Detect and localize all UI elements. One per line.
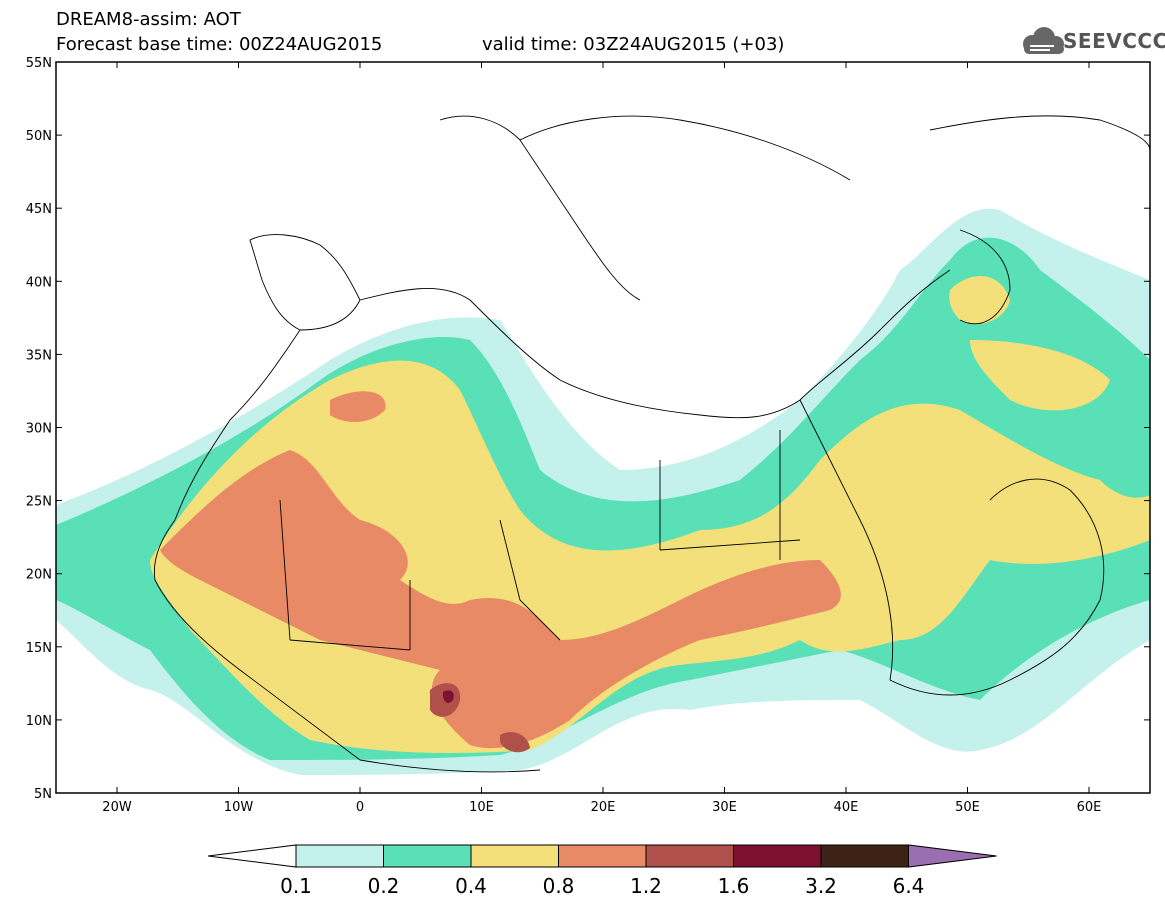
contour-1-2 (500, 732, 530, 753)
colorbar-box (470, 844, 559, 868)
lon-axis: 20W 10W 0 10E 20E 30E 40E 50E 60E (102, 62, 1101, 815)
colorbar-low-triangle (207, 844, 297, 868)
lat-label: 30N (26, 422, 52, 437)
lat-axis: 55N 50N 45N 40N 35N 30N 25N 20N 15N 10N 5N (26, 56, 1150, 802)
base-time-label: Forecast base time: 00Z24AUG2015 (56, 34, 383, 55)
colorbar-box (645, 844, 734, 868)
lat-label: 55N (26, 56, 52, 71)
lon-label: 30E (712, 800, 737, 815)
colorbar-label: 0.8 (543, 874, 575, 898)
contour-0-4 (970, 340, 1110, 411)
lat-label: 20N (26, 568, 52, 583)
colorbar-label: 6.4 (893, 874, 925, 898)
colorbar-box (383, 844, 472, 868)
lon-label: 50E (955, 800, 980, 815)
contour-0-8 (330, 391, 386, 422)
lon-label: 60E (1077, 800, 1102, 815)
lat-label: 35N (26, 348, 52, 363)
contour-1-6 (442, 690, 454, 703)
lon-label: 40E (834, 800, 859, 815)
colorbar-high-triangle (908, 844, 997, 868)
lat-label: 15N (26, 641, 52, 656)
colorbar-box (558, 844, 647, 868)
cloud-icon (1023, 27, 1064, 54)
aot-contours (56, 208, 1150, 775)
valid-time-label: valid time: 03Z24AUG2015 (+03) (482, 34, 785, 55)
colorbar-label: 3.2 (805, 874, 837, 898)
colorbar-box (733, 844, 822, 868)
coastlines (153, 115, 1150, 773)
colorbar-label: 0.2 (368, 874, 400, 898)
lat-label: 10N (26, 714, 52, 729)
lat-label: 5N (34, 787, 52, 802)
colorbar-label: 1.6 (718, 874, 750, 898)
colorbar-box (295, 844, 384, 868)
lat-label: 25N (26, 495, 52, 510)
contour-0-4 (949, 276, 1010, 324)
lon-label: 20W (102, 800, 132, 815)
logo-text: SEEVCCC (1063, 29, 1165, 53)
contour-0-8 (160, 450, 841, 749)
colorbar-label: 0.1 (280, 874, 312, 898)
colorbar-box (820, 844, 909, 868)
lat-label: 40N (26, 275, 52, 290)
colorbar-label: 1.2 (630, 874, 662, 898)
lat-label: 45N (26, 202, 52, 217)
lon-label: 10E (469, 800, 494, 815)
lat-label: 50N (26, 129, 52, 144)
lon-label: 20E (591, 800, 616, 815)
map-title: DREAM8-assim: AOT (56, 9, 241, 30)
colorbar-label: 0.4 (455, 874, 487, 898)
lon-label: 10W (224, 800, 254, 815)
lon-label: 0 (356, 800, 364, 815)
